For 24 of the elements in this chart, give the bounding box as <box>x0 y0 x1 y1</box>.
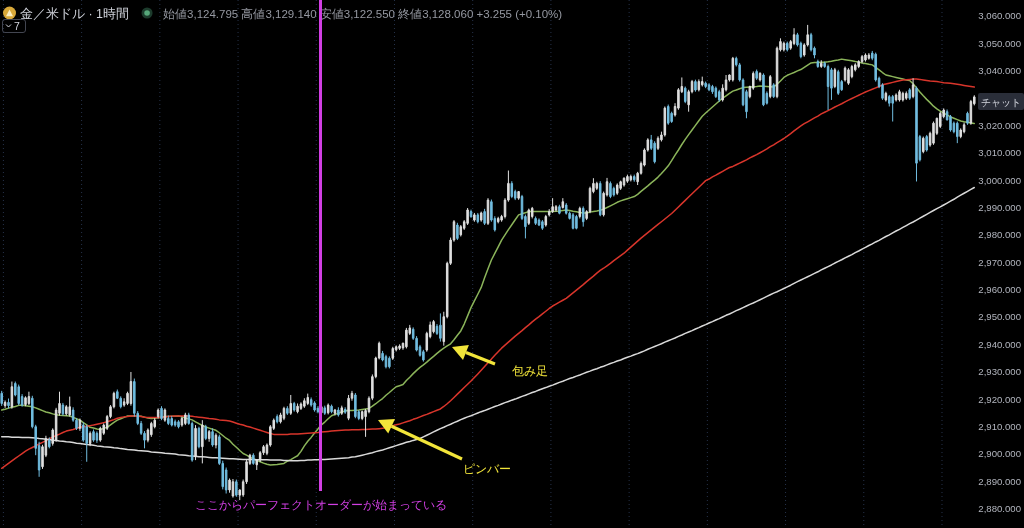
annotation: 7 <box>14 20 20 33</box>
y-tick-label: 3,040.000 <box>978 65 1021 77</box>
y-tick-label: 3,060.000 <box>978 10 1021 22</box>
y-tick-label: 2,910.000 <box>978 420 1021 432</box>
y-tick-label: 2,990.000 <box>978 201 1021 213</box>
y-tick-label: 2,940.000 <box>978 338 1021 350</box>
annotation: 包み足 <box>512 365 548 377</box>
y-tick-label: 2,980.000 <box>978 229 1021 241</box>
y-tick-label: 3,020.000 <box>978 119 1021 131</box>
text: 始値3,124.795 高値3,129.140 安値3,122.550 終値3,128.060 +3.255 (+0.10%) <box>163 6 563 20</box>
y-tick-label: 2,890.000 <box>978 475 1021 487</box>
annotation: ピンバー <box>463 463 511 475</box>
y-tick-label: 2,930.000 <box>978 366 1021 378</box>
annotation: ここからパーフェクトオーダーが始まっている <box>194 498 447 511</box>
y-tick-label: 2,900.000 <box>978 448 1021 460</box>
y-tick-label: 2,920.000 <box>978 393 1021 405</box>
y-tick-label: 2,970.000 <box>978 256 1021 268</box>
y-tick-label: 2,880.000 <box>978 503 1021 515</box>
y-tick-label: 3,000.000 <box>978 174 1021 186</box>
text: 金／米ドル · 1時間 <box>20 6 130 21</box>
y-tick-label: 3,010.000 <box>978 147 1021 159</box>
y-tick-label: 3,050.000 <box>978 37 1021 49</box>
y-tick-label: 2,960.000 <box>978 284 1021 296</box>
y-tick-label: 2,950.000 <box>978 311 1021 323</box>
